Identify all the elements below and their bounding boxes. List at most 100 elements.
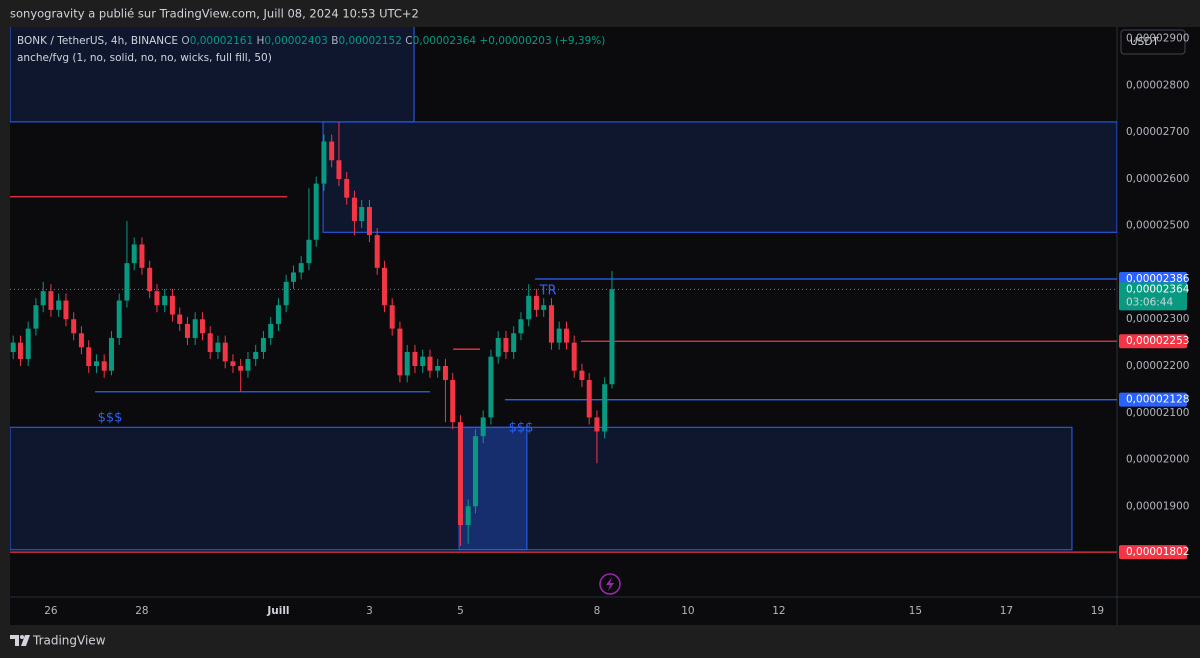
candle-body	[556, 328, 562, 343]
candle-body	[488, 356, 494, 418]
candle-body	[260, 337, 266, 352]
candle-body	[579, 370, 585, 381]
replay-icon[interactable]	[599, 573, 621, 595]
candle-body	[222, 342, 228, 362]
symbol: BONK / TetherUS, 4h, BINANCE	[17, 35, 178, 47]
candle-body	[275, 305, 281, 324]
x-tick-label: 12	[772, 605, 785, 617]
y-tick-label: 0,00002200	[1126, 360, 1189, 372]
x-tick-label: 19	[1091, 605, 1104, 617]
candle-body	[503, 337, 509, 352]
candle-body	[480, 417, 486, 437]
y-tick-label: 0,00002000	[1126, 454, 1189, 466]
x-tick-label: 5	[457, 605, 464, 617]
candle-body	[131, 244, 137, 264]
candle-body	[442, 366, 448, 381]
candle-body	[495, 337, 501, 357]
countdown: 03:06:44	[1126, 296, 1173, 308]
ohlc-value: 0,00002364	[413, 35, 477, 47]
candle-body	[184, 323, 190, 338]
currency[interactable]: USDT	[1130, 36, 1159, 48]
indicator-legend: anche/fvg (1, no, solid, no, no, wicks, …	[17, 52, 272, 64]
candle-body	[374, 235, 380, 268]
candle-body	[518, 319, 524, 334]
candle-body	[541, 305, 547, 310]
candle-body	[381, 267, 387, 306]
currency-button[interactable]	[1120, 29, 1186, 55]
x-tick-label: 8	[594, 605, 601, 617]
candle-body	[116, 300, 122, 338]
candle-body	[290, 272, 296, 282]
ohlc-label: H	[257, 35, 265, 47]
y-tick-label: 0,00001900	[1126, 500, 1189, 512]
ohlc-label: C	[405, 35, 412, 47]
y-tick-label: 0,00002500	[1126, 220, 1189, 232]
candle-body	[207, 333, 213, 352]
icon-ring[interactable]	[599, 573, 621, 595]
x-tick-label: 26	[44, 605, 58, 617]
x-tick-label: 15	[909, 605, 922, 617]
candle-body	[169, 295, 175, 315]
price-label: 0,00002386	[1126, 273, 1190, 285]
logo-dot	[20, 635, 24, 639]
candle-body	[139, 244, 145, 268]
candle-body	[199, 319, 205, 334]
candle-body	[230, 361, 236, 367]
candle-body	[457, 422, 463, 525]
price-label: 0,00002128	[1126, 394, 1189, 406]
candle-body	[33, 305, 39, 329]
candle-body	[389, 305, 395, 329]
publisher-line: sonyogravity a publié sur TradingView.co…	[10, 7, 419, 21]
y-tick-label: 0,00002900	[1126, 33, 1189, 45]
candle-body	[93, 361, 99, 367]
candle-body	[412, 351, 418, 367]
ohlc-value: 0,00002161	[190, 35, 253, 47]
price-label-bg	[1119, 392, 1187, 407]
candle-body	[71, 319, 77, 334]
candle-body	[472, 436, 478, 507]
symbol-legend: BONK / TetherUS, 4h, BINANCE O0,00002161…	[17, 35, 605, 47]
fvg-zone	[10, 27, 415, 123]
candle-body	[108, 337, 114, 371]
candle-body	[268, 323, 274, 338]
price-label-bg	[1119, 334, 1187, 349]
candle-body	[594, 417, 600, 432]
candle-body	[450, 380, 456, 423]
candle-body	[511, 333, 517, 352]
price-label: 0,00001802	[1126, 546, 1189, 558]
candle-body	[344, 178, 350, 198]
candle-body	[63, 300, 69, 320]
candle-body	[298, 263, 304, 273]
icon-bolt[interactable]	[606, 577, 614, 591]
candle-body	[609, 289, 615, 385]
candle-body	[336, 160, 342, 179]
y-tick-label: 0,00002100	[1126, 407, 1189, 419]
candle-body	[10, 342, 16, 352]
y-tick-label: 0,00002800	[1126, 79, 1189, 91]
price-label: 0,00002364	[1126, 283, 1190, 295]
candle-body	[526, 295, 532, 320]
candle-body	[25, 328, 31, 359]
candle-body	[283, 281, 289, 306]
brand: TradingView	[32, 634, 106, 648]
annotation: TR	[539, 284, 557, 299]
plot-area	[10, 27, 1200, 625]
x-tick-label: 28	[135, 605, 148, 617]
candle-body	[329, 141, 335, 161]
fvg-zone	[322, 121, 1117, 233]
candle-body	[215, 342, 221, 352]
fvg-zone	[458, 426, 528, 551]
x-tick-label: 17	[1000, 605, 1013, 617]
candle-body	[124, 263, 130, 301]
ohlc-label: B	[331, 35, 338, 47]
price-label: 0,00002253	[1126, 335, 1189, 347]
candle-body	[17, 342, 23, 359]
ohlc-value: 0,00002403	[264, 35, 327, 47]
brand-logo	[10, 635, 30, 646]
candle-body	[351, 197, 357, 222]
fvg-zone	[10, 426, 1073, 551]
candle-body	[404, 351, 410, 376]
x-tick-label: 10	[681, 605, 694, 617]
price-label-bg	[1119, 545, 1187, 560]
